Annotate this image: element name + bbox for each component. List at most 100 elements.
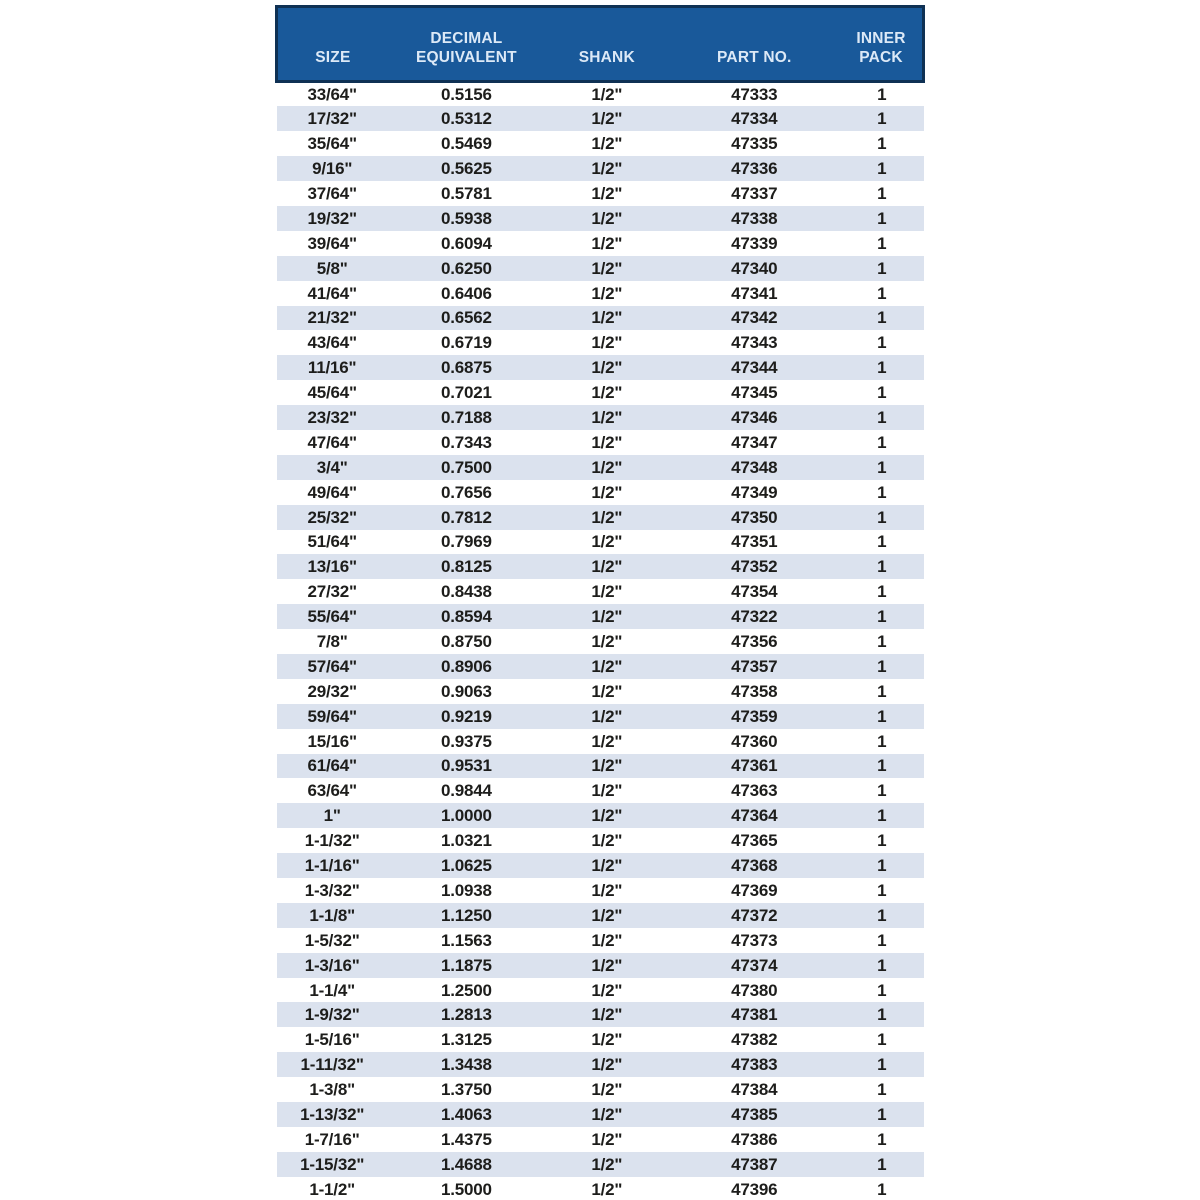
table-row: 1-1/16" 1.0625 1/2" 47368 1 — [276, 853, 924, 878]
table-row: 1-5/32" 1.1563 1/2" 47373 1 — [277, 928, 924, 953]
table-row: 51/64" 0.7969 1/2" 47351 1 — [277, 530, 924, 555]
cell-decimal: 1.1563 — [440, 930, 492, 950]
cell-decimal: 0.6094 — [440, 233, 492, 253]
cell-shank: 1/2" — [591, 233, 623, 253]
cell-part: 47345 — [731, 383, 778, 403]
cell-part: 47347 — [731, 432, 778, 452]
cell-part: 47364 — [731, 806, 778, 826]
column-header-label: DECIMAL — [430, 30, 503, 47]
cell-shank: 1/2" — [591, 308, 623, 328]
cell-pack: 1 — [877, 1129, 887, 1149]
cell-size: 1-1/16" — [304, 856, 360, 876]
cell-pack: 1 — [877, 1179, 887, 1199]
cell-decimal: 1.2500 — [440, 980, 492, 1000]
cell-part: 47336 — [731, 159, 778, 179]
cell-part: 47346 — [731, 408, 778, 428]
column-header-label: INNER — [856, 30, 906, 47]
table-row: 45/64" 0.7021 1/2" 47345 1 — [277, 380, 924, 405]
cell-decimal: 0.8906 — [440, 656, 492, 676]
column-header-decimal: DECIMAL EQUIVALENT — [387, 5, 545, 83]
cell-decimal: 0.6250 — [440, 258, 492, 278]
cell-size: 39/64" — [307, 233, 357, 253]
cell-decimal: 0.9531 — [440, 756, 492, 776]
cell-pack: 1 — [877, 930, 887, 950]
cell-decimal: 1.3125 — [440, 1030, 492, 1050]
cell-part: 47365 — [731, 831, 778, 851]
column-header-shank: SHANK — [545, 5, 669, 83]
cell-part: 47334 — [731, 109, 778, 129]
cell-decimal: 0.8125 — [440, 557, 492, 577]
cell-part: 47363 — [731, 781, 778, 801]
column-header-label: SIZE — [315, 49, 351, 66]
cell-part: 47359 — [731, 706, 778, 726]
cell-pack: 1 — [877, 1104, 887, 1124]
cell-shank: 1/2" — [591, 432, 623, 452]
cell-size: 61/64" — [307, 756, 357, 776]
cell-shank: 1/2" — [591, 1154, 623, 1174]
table-row: 27/32" 0.8438 1/2" 47354 1 — [277, 579, 924, 604]
cell-decimal: 1.3750 — [440, 1080, 492, 1100]
cell-part: 47350 — [731, 507, 778, 527]
table-row: 1-3/32" 1.0938 1/2" 47369 1 — [277, 878, 924, 903]
cell-shank: 1/2" — [591, 283, 623, 303]
cell-decimal: 1.0625 — [440, 856, 492, 876]
cell-decimal: 0.7656 — [440, 482, 492, 502]
cell-pack: 1 — [877, 358, 887, 378]
cell-decimal: 0.6562 — [440, 308, 492, 328]
cell-decimal: 0.9219 — [440, 706, 492, 726]
cell-part: 47387 — [731, 1154, 778, 1174]
cell-size: 43/64" — [307, 333, 357, 353]
table-row: 33/64" 0.5156 1/2" 47333 1 — [277, 82, 924, 107]
cell-part: 47344 — [731, 358, 778, 378]
cell-size: 63/64" — [307, 781, 357, 801]
cell-size: 29/32" — [307, 681, 357, 701]
cell-part: 47382 — [731, 1030, 778, 1050]
cell-shank: 1/2" — [591, 582, 623, 602]
column-header-size: SIZE — [274, 5, 388, 83]
cell-decimal: 0.9375 — [440, 731, 492, 751]
cell-pack: 1 — [877, 507, 887, 527]
table-row: 57/64" 0.8906 1/2" 47357 1 — [276, 653, 924, 679]
cell-shank: 1/2" — [591, 656, 623, 676]
column-header-pack: INNER PACK — [840, 5, 926, 83]
table-row: 1-3/8" 1.3750 1/2" 47384 1 — [277, 1077, 924, 1102]
cell-size: 1-1/2" — [309, 1179, 355, 1199]
cell-size: 25/32" — [307, 507, 357, 527]
cell-shank: 1/2" — [591, 159, 623, 179]
table-row: 1-1/8" 1.1250 1/2" 47372 1 — [276, 902, 924, 928]
cell-shank: 1/2" — [591, 1055, 623, 1075]
cell-decimal: 1.1250 — [440, 905, 492, 925]
table-row: 49/64" 0.7656 1/2" 47349 1 — [277, 480, 924, 505]
cell-decimal: 1.4375 — [440, 1129, 492, 1149]
cell-decimal: 1.2813 — [440, 1005, 492, 1025]
cell-part: 47358 — [731, 681, 778, 701]
cell-pack: 1 — [877, 85, 887, 105]
cell-shank: 1/2" — [591, 880, 623, 900]
cell-size: 1-3/32" — [304, 880, 360, 900]
cell-shank: 1/2" — [591, 1005, 623, 1025]
cell-decimal: 0.6406 — [440, 283, 492, 303]
cell-pack: 1 — [877, 980, 887, 1000]
cell-decimal: 0.5938 — [440, 208, 492, 228]
cell-shank: 1/2" — [591, 607, 623, 627]
cell-shank: 1/2" — [591, 1080, 623, 1100]
cell-pack: 1 — [877, 134, 887, 154]
table-row: 17/32" 0.5312 1/2" 47334 1 — [276, 106, 924, 132]
cell-decimal: 0.9844 — [440, 781, 492, 801]
table-row: 3/4" 0.7500 1/2" 47348 1 — [276, 454, 924, 480]
column-header-label: PACK — [859, 49, 903, 66]
cell-shank: 1/2" — [591, 358, 623, 378]
cell-pack: 1 — [877, 333, 887, 353]
cell-size: 5/8" — [316, 258, 348, 278]
cell-shank: 1/2" — [591, 856, 623, 876]
cell-shank: 1/2" — [591, 831, 623, 851]
cell-decimal: 0.5469 — [440, 134, 492, 154]
cell-size: 1-3/16" — [304, 955, 360, 975]
cell-pack: 1 — [877, 856, 887, 876]
cell-part: 47354 — [731, 582, 778, 602]
cell-decimal: 0.6875 — [440, 358, 492, 378]
cell-pack: 1 — [877, 233, 887, 253]
cell-pack: 1 — [877, 308, 887, 328]
table-row: 1-7/16" 1.4375 1/2" 47386 1 — [277, 1127, 924, 1152]
